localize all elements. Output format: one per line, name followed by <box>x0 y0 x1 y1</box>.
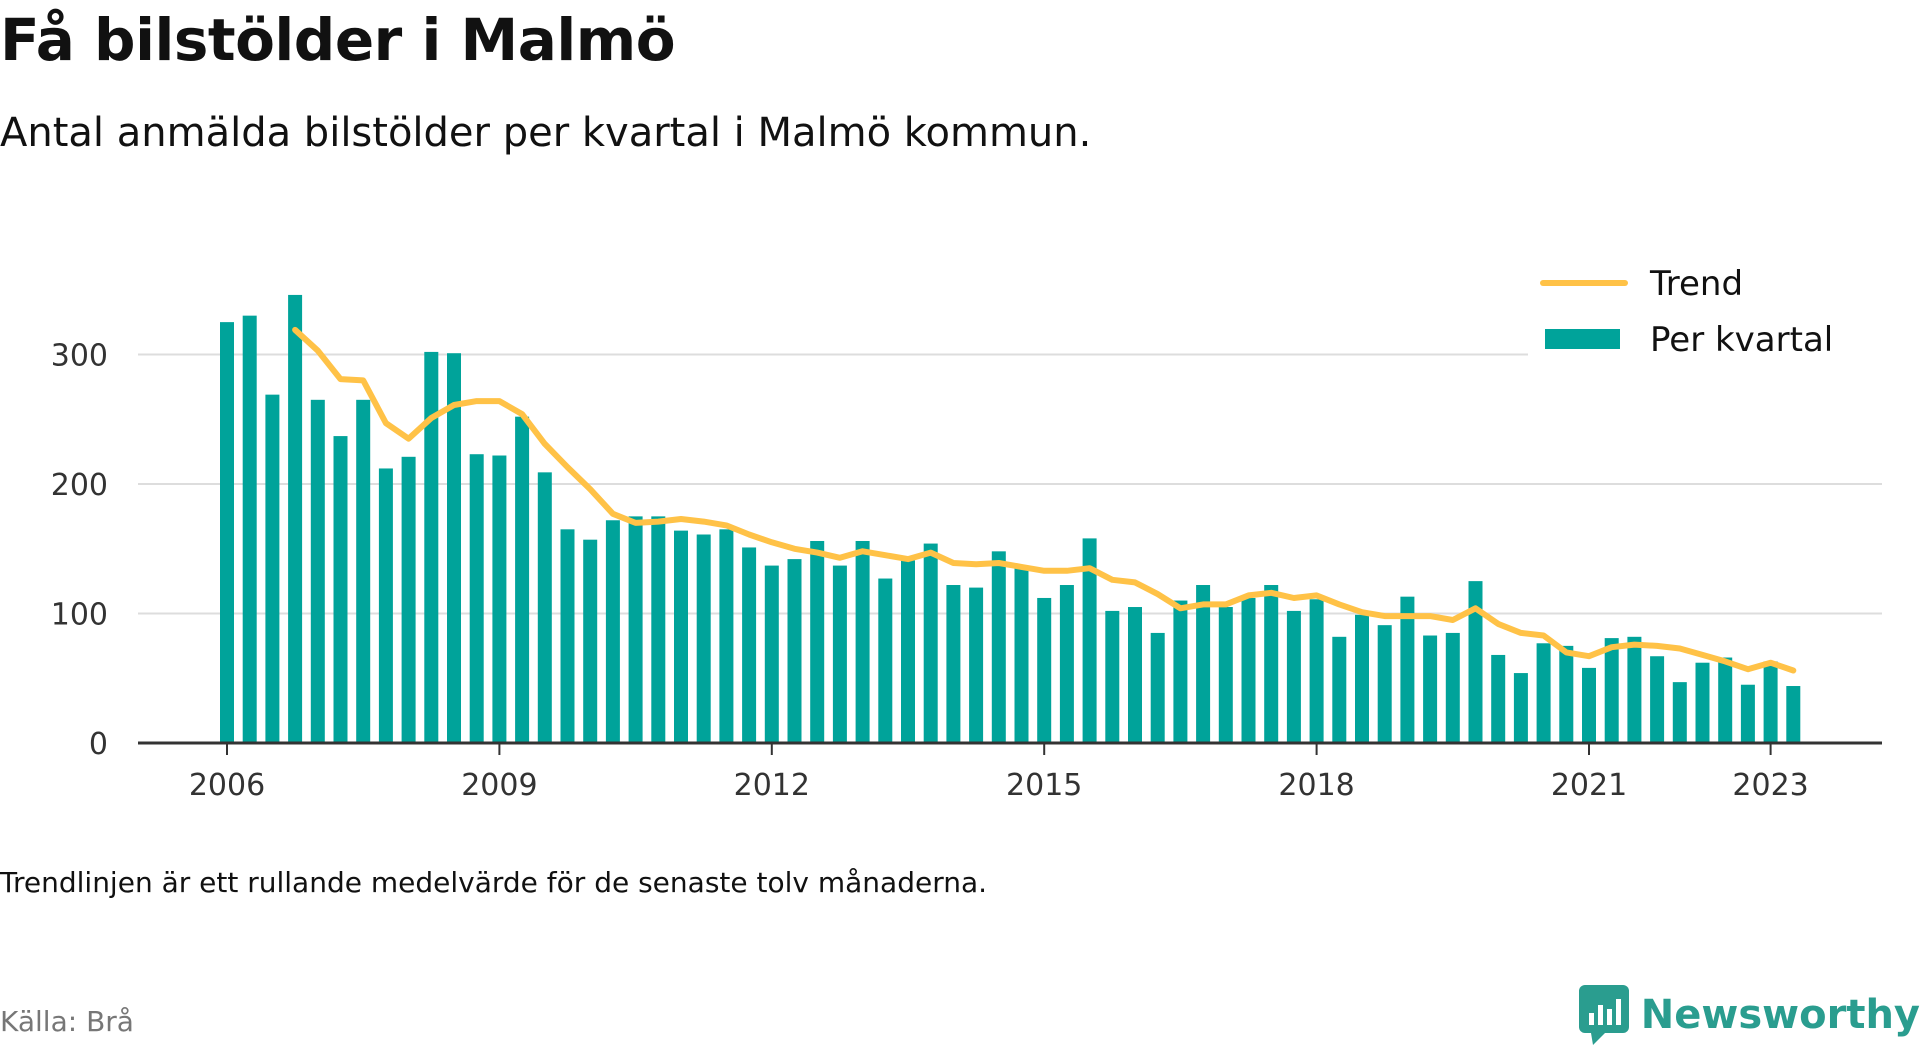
bar <box>674 530 688 743</box>
bar <box>969 587 984 743</box>
bar <box>1082 538 1097 743</box>
bar <box>832 565 847 743</box>
bar <box>1536 643 1551 743</box>
bar <box>1763 661 1778 743</box>
bar <box>288 294 303 743</box>
bar <box>923 543 938 743</box>
bar <box>1423 635 1438 743</box>
gridlines <box>138 353 1882 615</box>
bar <box>1218 607 1233 743</box>
x-tick-label-2015: 2015 <box>1006 768 1082 800</box>
bar <box>1445 632 1460 743</box>
bar <box>469 454 484 743</box>
bar <box>1582 667 1596 743</box>
x-tick-label-2021: 2021 <box>1551 768 1627 800</box>
logo-text: Newsworthy <box>1640 992 1920 1038</box>
bar <box>719 529 734 743</box>
bar <box>1672 682 1687 743</box>
chart-subtitle: Antal anmälda bilstölder per kvartal i M… <box>0 110 1092 156</box>
bar <box>1627 636 1642 743</box>
legend-label-trend: Trend <box>1649 264 1743 304</box>
bar <box>1718 657 1733 743</box>
bar <box>560 529 575 743</box>
bar <box>1513 673 1528 743</box>
bar <box>991 551 1006 743</box>
legend-label-bars: Per kvartal <box>1650 320 1833 360</box>
y-tick-label-200: 200 <box>51 468 108 503</box>
bar <box>1355 614 1369 743</box>
bar <box>310 399 325 743</box>
bar <box>1286 610 1301 743</box>
source-label: Källa: Brå <box>0 1005 134 1038</box>
x-tick-label-2023: 2023 <box>1732 768 1808 800</box>
bar-line-chart: 0 100 200 300 2006 2009 2012 2015 2018 2021 2023 T… <box>51 258 1888 800</box>
trend-line <box>292 326 1797 674</box>
bar <box>1264 585 1279 743</box>
bar <box>764 565 779 743</box>
bar <box>537 472 552 743</box>
chart-title: Få bilstölder i Malmö <box>0 6 676 74</box>
legend-background <box>1528 258 1888 378</box>
bar <box>1332 636 1347 743</box>
x-tick-label-2018: 2018 <box>1278 768 1354 800</box>
legend: Trend Per kvartal <box>1528 258 1888 378</box>
bar <box>1150 632 1165 743</box>
bar <box>878 578 893 743</box>
bar <box>1105 610 1120 743</box>
bar <box>855 540 870 743</box>
legend-swatch-bars <box>1545 329 1620 349</box>
bar <box>1059 585 1074 743</box>
bar <box>1173 600 1188 743</box>
bar <box>1037 597 1052 743</box>
axes: 0 100 200 300 2006 2009 2012 2015 2018 2021 2023 <box>51 339 1882 800</box>
newsworthy-chart-bubble-icon <box>1578 985 1629 1045</box>
bar <box>1786 686 1801 743</box>
bars-series <box>220 294 1801 743</box>
bar <box>946 585 961 743</box>
bar <box>265 394 280 743</box>
newsworthy-logo: Newsworthy <box>1578 985 1920 1045</box>
bar <box>378 468 393 743</box>
bar <box>1377 625 1392 743</box>
bar <box>447 353 461 743</box>
y-tick-label-300: 300 <box>51 339 108 374</box>
bar <box>696 534 711 743</box>
bar <box>901 560 915 743</box>
bar <box>1196 585 1211 743</box>
bar <box>492 455 507 743</box>
bar <box>1309 599 1324 743</box>
bar <box>583 539 598 743</box>
x-tick-label-2012: 2012 <box>734 768 810 800</box>
bar <box>220 322 234 743</box>
bar <box>1491 654 1506 743</box>
bar <box>333 436 348 743</box>
bar <box>1740 684 1755 743</box>
bar <box>1400 596 1415 743</box>
bar <box>742 547 757 743</box>
bar <box>1014 565 1029 743</box>
bar <box>810 540 825 743</box>
bar <box>787 559 802 743</box>
y-tick-label-100: 100 <box>51 598 108 633</box>
bar <box>1468 581 1483 743</box>
bar <box>605 520 620 743</box>
bar <box>1128 607 1142 743</box>
trend-series <box>292 326 1797 674</box>
bar <box>1695 662 1710 743</box>
bar <box>242 315 257 743</box>
x-tick-label-2009: 2009 <box>461 768 537 800</box>
bar <box>1559 645 1574 743</box>
y-tick-label-0: 0 <box>89 727 108 762</box>
bar <box>401 456 416 743</box>
x-tick-label-2006: 2006 <box>189 768 265 800</box>
bar <box>515 416 530 743</box>
bar <box>628 516 643 743</box>
bar <box>1241 597 1256 743</box>
footnote: Trendlinjen är ett rullande medelvärde f… <box>0 866 988 899</box>
bar <box>651 516 666 743</box>
bar <box>1650 656 1665 743</box>
bar <box>424 351 439 743</box>
bar <box>356 399 371 743</box>
bar <box>1604 638 1619 743</box>
